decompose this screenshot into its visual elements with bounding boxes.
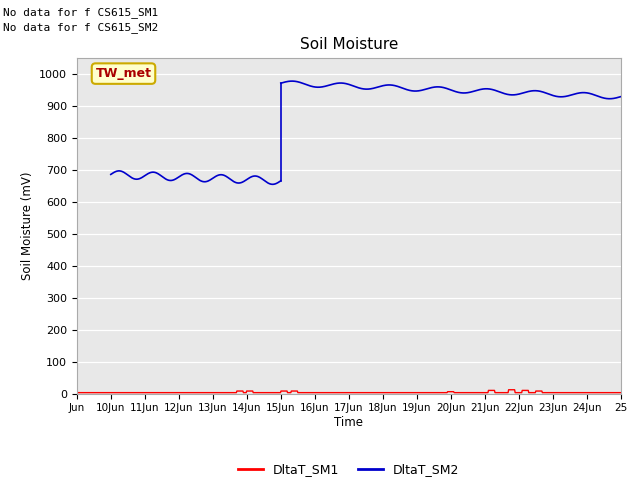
Legend: DltaT_SM1, DltaT_SM2: DltaT_SM1, DltaT_SM2 — [233, 458, 465, 480]
Text: No data for f CS615_SM2: No data for f CS615_SM2 — [3, 22, 159, 33]
Text: TW_met: TW_met — [95, 67, 152, 80]
Y-axis label: Soil Moisture (mV): Soil Moisture (mV) — [20, 171, 33, 280]
Title: Soil Moisture: Soil Moisture — [300, 37, 398, 52]
X-axis label: Time: Time — [334, 416, 364, 429]
Text: No data for f CS615_SM1: No data for f CS615_SM1 — [3, 7, 159, 18]
